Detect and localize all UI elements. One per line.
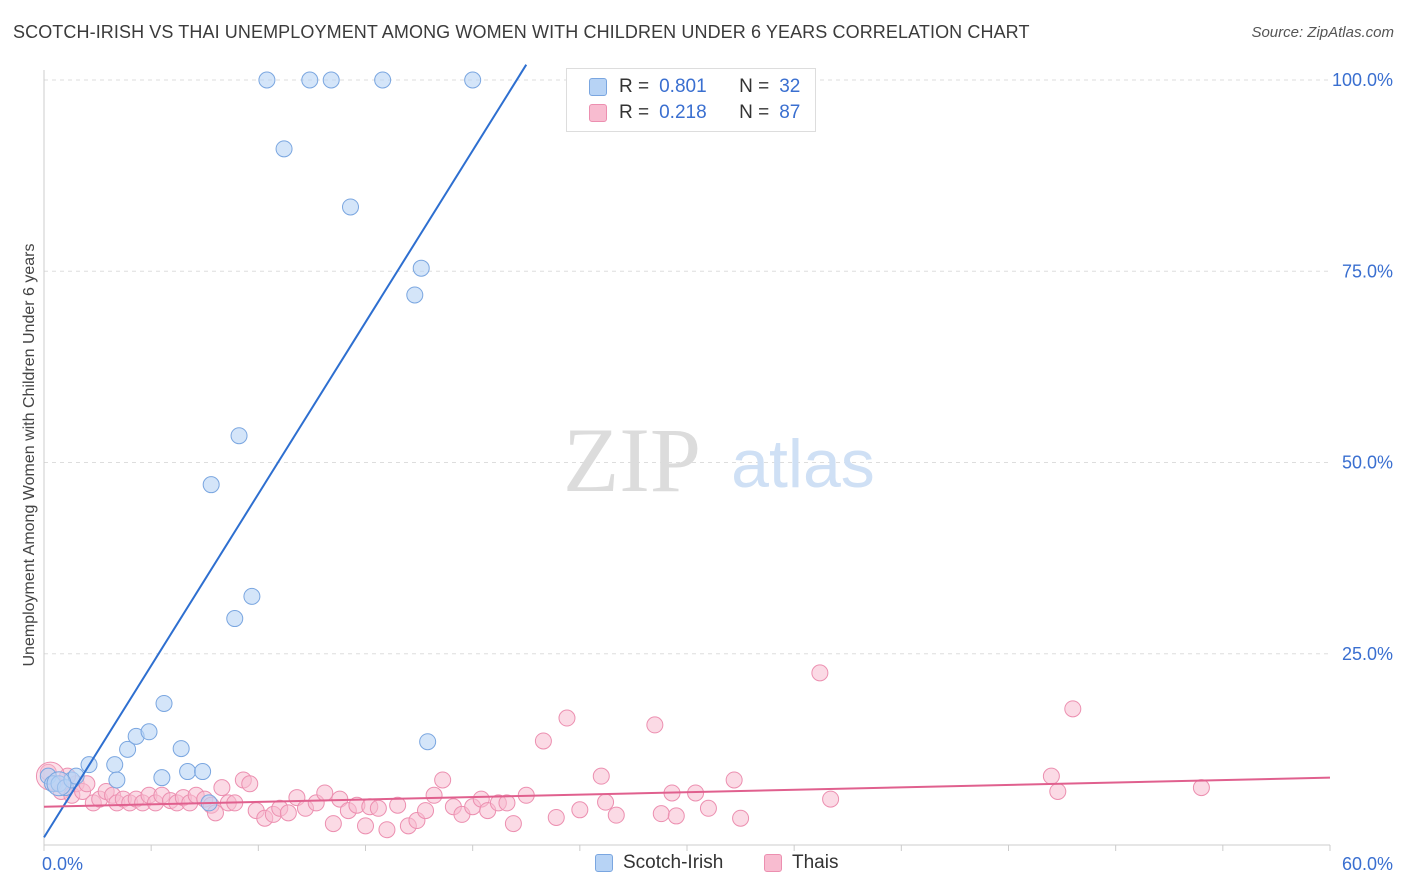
- y-tick-label: 75.0%: [1342, 261, 1393, 281]
- x-tick-label: 0.0%: [42, 854, 83, 874]
- legend-r-label: R =: [619, 76, 650, 97]
- thais-point: [547, 808, 565, 826]
- scotch-irish-point: [419, 733, 437, 751]
- legend-row-scotch-irish: R = 0.801 N = 32: [589, 75, 800, 99]
- scotch-irish-points: [39, 71, 482, 812]
- grid-lines: [44, 79, 1330, 655]
- trend-lines: [43, 64, 1331, 838]
- thais-trend-line: [43, 776, 1331, 808]
- watermark-atlas: atlas: [731, 426, 875, 502]
- scotch-irish-point: [412, 259, 430, 277]
- x-tick-label: 60.0%: [1342, 854, 1393, 874]
- scotch-irish-point: [275, 140, 293, 158]
- thais-point: [316, 784, 334, 802]
- thais-point: [425, 786, 443, 804]
- scotch-irish-point: [243, 587, 261, 605]
- scotch-irish-point: [258, 71, 276, 89]
- scotch-irish-point: [106, 756, 124, 774]
- thais-point: [667, 807, 685, 825]
- thais-point: [378, 821, 396, 839]
- scotch-irish-point: [153, 769, 171, 787]
- scotch-irish-point: [341, 198, 359, 216]
- y-tick-label: 25.0%: [1342, 644, 1393, 664]
- scotch-irish-point: [374, 71, 392, 89]
- thais-point: [504, 815, 522, 833]
- thais-point: [646, 716, 664, 734]
- legend-n-label: N =: [739, 102, 770, 123]
- scotch-irish-point: [140, 723, 158, 741]
- thais-point: [389, 796, 407, 814]
- thais-point: [558, 709, 576, 727]
- legend-swatch-pink: [589, 104, 607, 122]
- thais-points: [35, 664, 1210, 839]
- y-tick-label: 50.0%: [1342, 453, 1393, 473]
- scotch-irish-point: [155, 694, 173, 712]
- scotch-irish-point: [322, 71, 340, 89]
- thais-point: [279, 804, 297, 822]
- thais-point: [571, 801, 589, 819]
- watermark-zip: ZIP: [563, 409, 701, 511]
- correlation-legend: R = 0.801 N = 32 R = 0.218 N = 87: [566, 68, 816, 132]
- scotch-irish-trend-line: [43, 64, 528, 838]
- y-tick-label: 100.0%: [1332, 70, 1393, 90]
- chart-title: SCOTCH-IRISH VS THAI UNEMPLOYMENT AMONG …: [13, 22, 1030, 42]
- thais-point: [534, 732, 552, 750]
- scotch-irish-point: [202, 476, 220, 494]
- thais-point: [369, 799, 387, 817]
- scotch-irish-point-cluster: [46, 771, 72, 797]
- scotch-irish-point: [230, 427, 248, 445]
- legend-swatch-blue: [589, 78, 607, 96]
- scotch-irish-point: [301, 71, 319, 89]
- thais-point: [607, 806, 625, 824]
- scotch-irish-point: [226, 610, 244, 628]
- thais-point: [597, 793, 615, 811]
- thais-point: [652, 805, 670, 823]
- scotch-irish-point: [119, 740, 137, 758]
- legend-n-value: 87: [779, 102, 801, 123]
- scotch-irish-point: [464, 71, 482, 89]
- scotch-irish-point: [406, 286, 424, 304]
- series-legend: Scotch-Irish Thais: [0, 852, 1406, 878]
- thais-point: [1192, 779, 1210, 797]
- thais-point: [699, 799, 717, 817]
- watermark: ZIP atlas: [563, 409, 875, 511]
- legend-label-thais: Thais: [792, 852, 839, 873]
- legend-r-value: 0.801: [659, 76, 707, 97]
- thais-point: [822, 790, 840, 808]
- thais-point: [592, 767, 610, 785]
- thais-point: [498, 794, 516, 812]
- thais-point: [1064, 700, 1082, 718]
- thais-point: [324, 815, 342, 833]
- thais-point: [725, 771, 743, 789]
- thais-point: [417, 802, 435, 820]
- thais-point: [811, 664, 829, 682]
- scotch-irish-point: [194, 763, 212, 781]
- thais-point: [434, 771, 452, 789]
- thais-point: [357, 817, 374, 835]
- legend-n-value: 32: [779, 76, 801, 97]
- legend-row-thais: R = 0.218 N = 87: [589, 101, 800, 125]
- thais-point: [1049, 782, 1067, 800]
- legend-n-label: N =: [739, 76, 770, 97]
- thais-point: [241, 775, 259, 793]
- thais-point: [1042, 767, 1060, 785]
- scotch-irish-point: [172, 740, 190, 758]
- source-label: Source: ZipAtlas.com: [1251, 24, 1394, 41]
- thais-point: [732, 809, 750, 827]
- legend-r-value: 0.218: [659, 102, 707, 123]
- axes: [43, 70, 1331, 851]
- scotch-irish-point: [179, 763, 197, 781]
- legend-item-thais[interactable]: Thais: [764, 852, 838, 874]
- legend-swatch-scotch-irish: [595, 854, 613, 872]
- legend-label-scotch-irish: Scotch-Irish: [623, 852, 724, 873]
- scotch-irish-point: [108, 771, 126, 789]
- legend-r-label: R =: [619, 102, 650, 123]
- legend-item-scotch-irish[interactable]: Scotch-Irish: [595, 852, 723, 874]
- legend-swatch-thais: [764, 854, 782, 872]
- tick-labels: 25.0% 50.0% 75.0% 100.0% 0.0% 60.0%: [42, 70, 1393, 874]
- thais-point: [213, 779, 231, 797]
